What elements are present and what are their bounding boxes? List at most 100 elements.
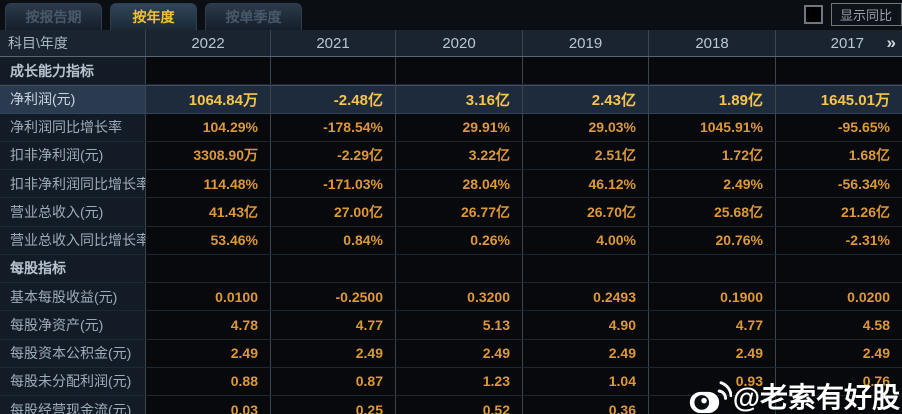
value-cell: 0.76 (775, 367, 902, 395)
row-label: 每股指标 (0, 254, 145, 282)
table-row[interactable]: 基本每股收益(元) 0.0100 -0.2500 0.3200 0.2493 0.1900… (0, 283, 902, 312)
value-cell: -178.54% (270, 113, 395, 141)
value-cell: 0.3200 (395, 283, 522, 311)
value-cell (145, 57, 270, 85)
value-cell: 26.77亿 (395, 198, 522, 226)
value-cell: 2.49 (270, 339, 395, 367)
value-cell: -2.48亿 (270, 86, 395, 113)
value-cell: 46.12% (522, 170, 648, 198)
value-cell: 41.43亿 (145, 198, 270, 226)
tab-by-year[interactable]: 按年度 (110, 3, 197, 30)
value-cell: 3.16亿 (395, 86, 522, 113)
value-cell: 0.25 (270, 396, 395, 414)
value-cell: 1.68亿 (775, 141, 902, 169)
table-row[interactable]: 每股指标 (0, 254, 902, 283)
table-row[interactable]: 每股经营现金流(元) 0.03 0.25 0.52 0.36 (0, 396, 902, 414)
year-header: 2021 (270, 30, 395, 56)
table-row[interactable]: 每股资本公积金(元) 2.49 2.49 2.49 2.49 2.49 2.49 (0, 339, 902, 368)
value-cell: 3.22亿 (395, 141, 522, 169)
value-cell: -2.29亿 (270, 141, 395, 169)
value-cell: 0.2493 (522, 283, 648, 311)
value-cell: 2.51亿 (522, 141, 648, 169)
value-cell (145, 254, 270, 282)
value-cell: 0.84% (270, 226, 395, 254)
value-cell: 1.72亿 (648, 141, 775, 169)
tab-by-single-quarter[interactable]: 按单季度 (205, 3, 302, 30)
value-cell: 0.87 (270, 367, 395, 395)
yoy-controls: 显示同比 (803, 3, 902, 26)
value-cell (522, 254, 648, 282)
table-row[interactable]: 营业总收入(元) 41.43亿 27.00亿 26.77亿 26.70亿 25.68亿 21… (0, 198, 902, 227)
period-tabbar: 按报告期 按年度 按单季度 显示同比 (0, 0, 902, 30)
value-cell: -95.65% (775, 113, 902, 141)
show-yoy-label[interactable]: 显示同比 (830, 3, 902, 26)
value-cell: 2.43亿 (522, 86, 648, 113)
value-cell: 4.58 (775, 311, 902, 339)
row-label: 每股净资产(元) (0, 311, 145, 339)
value-cell (648, 57, 775, 85)
value-cell: 5.13 (395, 311, 522, 339)
value-cell: 25.68亿 (648, 198, 775, 226)
value-cell: 53.46% (145, 226, 270, 254)
value-cell: 2.49 (648, 339, 775, 367)
table-row[interactable]: 扣非净利润同比增长率 114.48% -171.03% 28.04% 46.12% 2.4… (0, 170, 902, 199)
row-label: 扣非净利润同比增长率 (0, 170, 145, 198)
table-row[interactable]: 净利润(元) 1064.84万 -2.48亿 3.16亿 2.43亿 1.89亿 1645.… (0, 85, 902, 114)
row-label: 成长能力指标 (0, 57, 145, 85)
row-label: 基本每股收益(元) (0, 283, 145, 311)
value-cell: -2.31% (775, 226, 902, 254)
value-cell: 21.26亿 (775, 198, 902, 226)
table-row[interactable]: 扣非净利润(元) 3308.90万 -2.29亿 3.22亿 2.51亿 1.72亿 1.6… (0, 141, 902, 170)
value-cell (775, 396, 902, 414)
corner-header-label: 科目\年度 (8, 35, 68, 51)
value-cell: 26.70亿 (522, 198, 648, 226)
value-cell: 2.49 (775, 339, 902, 367)
show-yoy-checkbox[interactable] (803, 5, 823, 24)
value-cell: 2.49 (395, 339, 522, 367)
value-cell (648, 396, 775, 414)
year-header: 2018 (648, 30, 775, 56)
value-cell: 0.93 (648, 367, 775, 395)
value-cell: 2.49 (145, 339, 270, 367)
value-cell (270, 57, 395, 85)
value-cell: 3308.90万 (145, 141, 270, 169)
tab-by-report-period[interactable]: 按报告期 (5, 3, 102, 30)
table-body: 成长能力指标 净利润(元) 1064.84万 -2.48亿 3.16亿 2.43亿 1.89… (0, 57, 902, 414)
value-cell: 0.1900 (648, 283, 775, 311)
value-cell: 0.88 (145, 367, 270, 395)
table-header-row: 科目\年度 2022 2021 2020 2019 2018 2017» (0, 30, 902, 57)
value-cell: 1045.91% (648, 113, 775, 141)
value-cell: 0.0100 (145, 283, 270, 311)
more-years-icon[interactable]: » (886, 33, 897, 52)
row-label: 净利润(元) (0, 86, 145, 113)
year-header: 2017» (775, 30, 902, 56)
value-cell (775, 254, 902, 282)
value-cell: 4.77 (270, 311, 395, 339)
value-cell: 1064.84万 (145, 86, 270, 113)
row-label: 每股资本公积金(元) (0, 339, 145, 367)
table-row[interactable]: 每股净资产(元) 4.78 4.77 5.13 4.90 4.77 4.58 (0, 311, 902, 340)
value-cell: -0.2500 (270, 283, 395, 311)
value-cell: 4.77 (648, 311, 775, 339)
value-cell: 4.78 (145, 311, 270, 339)
value-cell (648, 254, 775, 282)
row-label: 营业总收入(元) (0, 198, 145, 226)
value-cell: 114.48% (145, 170, 270, 198)
value-cell: 0.0200 (775, 283, 902, 311)
value-cell: 2.49% (648, 170, 775, 198)
value-cell: -171.03% (270, 170, 395, 198)
value-cell: 0.26% (395, 226, 522, 254)
row-label: 每股经营现金流(元) (0, 396, 145, 414)
value-cell: 29.91% (395, 113, 522, 141)
table-row[interactable]: 成长能力指标 (0, 57, 902, 86)
value-cell (395, 254, 522, 282)
table-row[interactable]: 营业总收入同比增长率 53.46% 0.84% 0.26% 4.00% 20.76% -2.… (0, 226, 902, 255)
table-row[interactable]: 净利润同比增长率 104.29% -178.54% 29.91% 29.03% 1045.… (0, 113, 902, 142)
table-row[interactable]: 每股未分配利润(元) 0.88 0.87 1.23 1.04 0.93 0.76 (0, 367, 902, 396)
value-cell: 0.36 (522, 396, 648, 414)
value-cell: 1.04 (522, 367, 648, 395)
year-header: 2019 (522, 30, 648, 56)
value-cell (522, 57, 648, 85)
value-cell: 1645.01万 (775, 86, 902, 113)
